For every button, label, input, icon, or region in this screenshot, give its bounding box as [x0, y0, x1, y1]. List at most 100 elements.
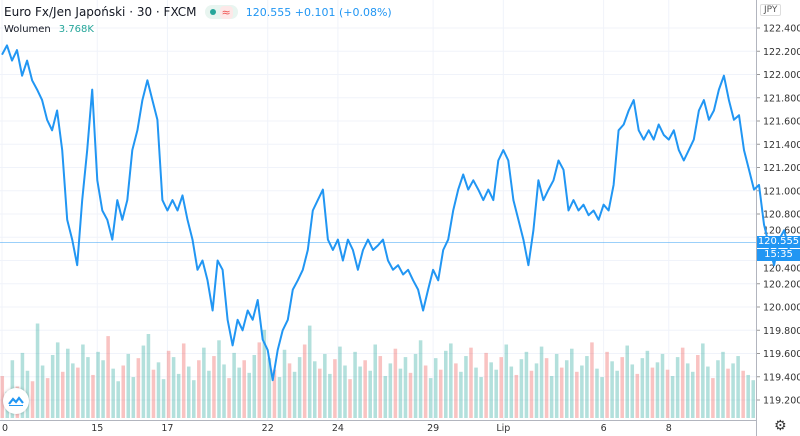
volume-label[interactable]: Wolumen [4, 24, 51, 35]
volume-bar [20, 352, 25, 418]
volume-bar [0, 376, 5, 418]
volume-bar [237, 367, 241, 418]
y-tick-label: 120.200 [763, 279, 800, 290]
volume-bar [338, 346, 342, 418]
volume-bar [318, 368, 322, 418]
volume-bar [519, 359, 524, 418]
volume-bar [131, 377, 136, 418]
volume-value: 3.768K [58, 24, 94, 35]
volume-bar [403, 357, 408, 418]
volume-bar [539, 346, 544, 418]
volume-bar [156, 362, 161, 418]
volume-bar [600, 377, 604, 418]
volume-bar [212, 356, 216, 418]
price-line [1, 44, 791, 382]
volume-bar [585, 356, 589, 418]
volume-bar [373, 344, 377, 418]
volume-bar [328, 373, 332, 418]
y-tick-label: 120.000 [763, 303, 800, 314]
volume-bar [474, 367, 478, 418]
volume-bar [307, 325, 312, 418]
y-tick-label: 120.400 [763, 264, 800, 275]
volume-bar [620, 357, 624, 418]
volume-bar [595, 368, 599, 418]
volume-bar [469, 347, 473, 418]
volume-bar [459, 371, 463, 418]
delayed-data-icon: ≈ [219, 5, 233, 19]
volume-bar [504, 344, 509, 418]
volume-bar [323, 353, 327, 418]
volume-bar [232, 352, 236, 418]
volume-bar [166, 350, 171, 418]
volume-bar [121, 365, 125, 418]
x-tick-label: 6 [601, 423, 607, 434]
y-tick-label: 122.400 [763, 24, 800, 35]
volume-bar [106, 336, 110, 418]
volume-bar [358, 366, 362, 418]
volume-bar [670, 376, 675, 418]
volume-bar [247, 372, 251, 418]
y-tick-label: 119.400 [763, 372, 800, 383]
countdown-label: 15:35 [757, 249, 800, 261]
volume-bar [242, 360, 246, 418]
volume-bar [282, 349, 287, 418]
volume-bar [287, 363, 292, 418]
volume-bar [393, 348, 398, 418]
volume-bar [297, 357, 302, 418]
settings-gear-icon[interactable]: ⚙ [774, 418, 787, 434]
volume-bar [494, 369, 498, 418]
volume-bar [197, 360, 201, 418]
volume-bar [151, 369, 156, 418]
last-price-label: 120.555 [757, 236, 800, 248]
tradingview-logo-icon[interactable] [3, 388, 29, 414]
volume-bar [423, 365, 428, 418]
volume-bar [312, 361, 317, 418]
volume-bar [383, 376, 388, 418]
volume-bar [363, 360, 367, 418]
volume-bar [675, 357, 680, 418]
volume-bar [696, 355, 700, 418]
x-tick-label: 24 [332, 423, 344, 434]
volume-bar [378, 356, 383, 418]
volume-bar [635, 373, 640, 418]
y-tick-label: 119.600 [763, 349, 800, 360]
volume-bar [202, 347, 206, 418]
symbol-title[interactable]: Euro Fx/Jen Japoński · 30 · FXCM [4, 5, 197, 19]
volume-bar [161, 379, 166, 418]
volume-bar [227, 378, 231, 418]
volume-bar [726, 368, 730, 418]
market-status-badge[interactable]: ≈ [204, 5, 238, 19]
volume-bar [408, 372, 413, 418]
volume-bar [514, 374, 519, 418]
volume-bar [625, 345, 629, 418]
volume-legend: Wolumen 3.768K [4, 24, 94, 35]
volume-bar [136, 358, 141, 418]
volume-bar [81, 344, 85, 418]
volume-bar [257, 342, 262, 418]
volume-bar [418, 340, 423, 418]
y-tick-label: 122.000 [763, 70, 800, 81]
volume-bar [141, 345, 146, 418]
volume-bar [449, 343, 453, 418]
volume-bar [45, 378, 50, 418]
volume-bar [302, 344, 307, 418]
volume-bar [711, 378, 715, 418]
volume-bar [91, 374, 95, 418]
volume-bar [217, 340, 221, 418]
volume-bar [554, 353, 559, 418]
volume-bar [35, 323, 40, 418]
volume-bar [650, 367, 655, 418]
volume-bar [267, 358, 272, 418]
y-tick-label: 120.600 [763, 226, 800, 237]
volume-bar [76, 367, 80, 418]
volume-bar [222, 364, 226, 418]
volume-bar [71, 363, 75, 418]
volume-bar [529, 370, 534, 418]
volume-bar [680, 347, 685, 418]
volume-bar [433, 358, 438, 418]
volume-bar [741, 370, 745, 418]
volume-bar [534, 363, 539, 418]
volume-bar [746, 374, 750, 418]
volume-bar [30, 381, 35, 418]
